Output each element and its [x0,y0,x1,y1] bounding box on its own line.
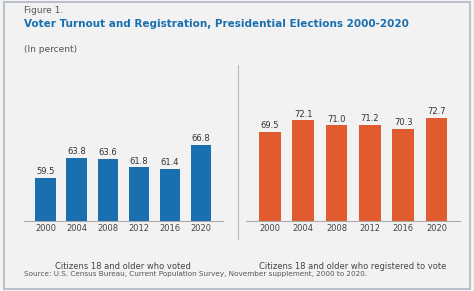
Text: Voter Turnout and Registration, Presidential Elections 2000-2020: Voter Turnout and Registration, Presiden… [24,19,409,29]
Bar [191,145,211,291]
Bar [98,159,118,291]
Bar [259,132,281,291]
Bar [292,120,314,291]
Text: 70.3: 70.3 [394,118,412,127]
Bar [160,169,180,291]
Text: (In percent): (In percent) [24,45,77,54]
Bar [66,158,87,291]
Text: 66.8: 66.8 [191,134,210,143]
Text: 59.5: 59.5 [36,167,55,176]
Text: 71.2: 71.2 [361,114,379,123]
Bar [392,129,414,291]
Text: 69.5: 69.5 [261,121,279,130]
Bar [359,125,381,291]
Text: 63.8: 63.8 [67,148,86,157]
Bar [36,178,55,291]
Bar [128,167,149,291]
Bar [426,118,447,291]
Text: Citizens 18 and older who registered to vote: Citizens 18 and older who registered to … [259,262,447,271]
Text: Source: U.S. Census Bureau, Current Population Survey, November supplement, 2000: Source: U.S. Census Bureau, Current Popu… [24,271,367,277]
Text: Figure 1.: Figure 1. [24,6,63,15]
Text: 61.4: 61.4 [161,158,179,167]
Text: 63.6: 63.6 [98,148,117,157]
Text: 71.0: 71.0 [327,115,346,124]
Text: 72.1: 72.1 [294,110,312,119]
Text: 72.7: 72.7 [427,107,446,116]
Bar [326,125,347,291]
Text: 61.8: 61.8 [129,157,148,166]
Text: Citizens 18 and older who voted: Citizens 18 and older who voted [55,262,191,271]
